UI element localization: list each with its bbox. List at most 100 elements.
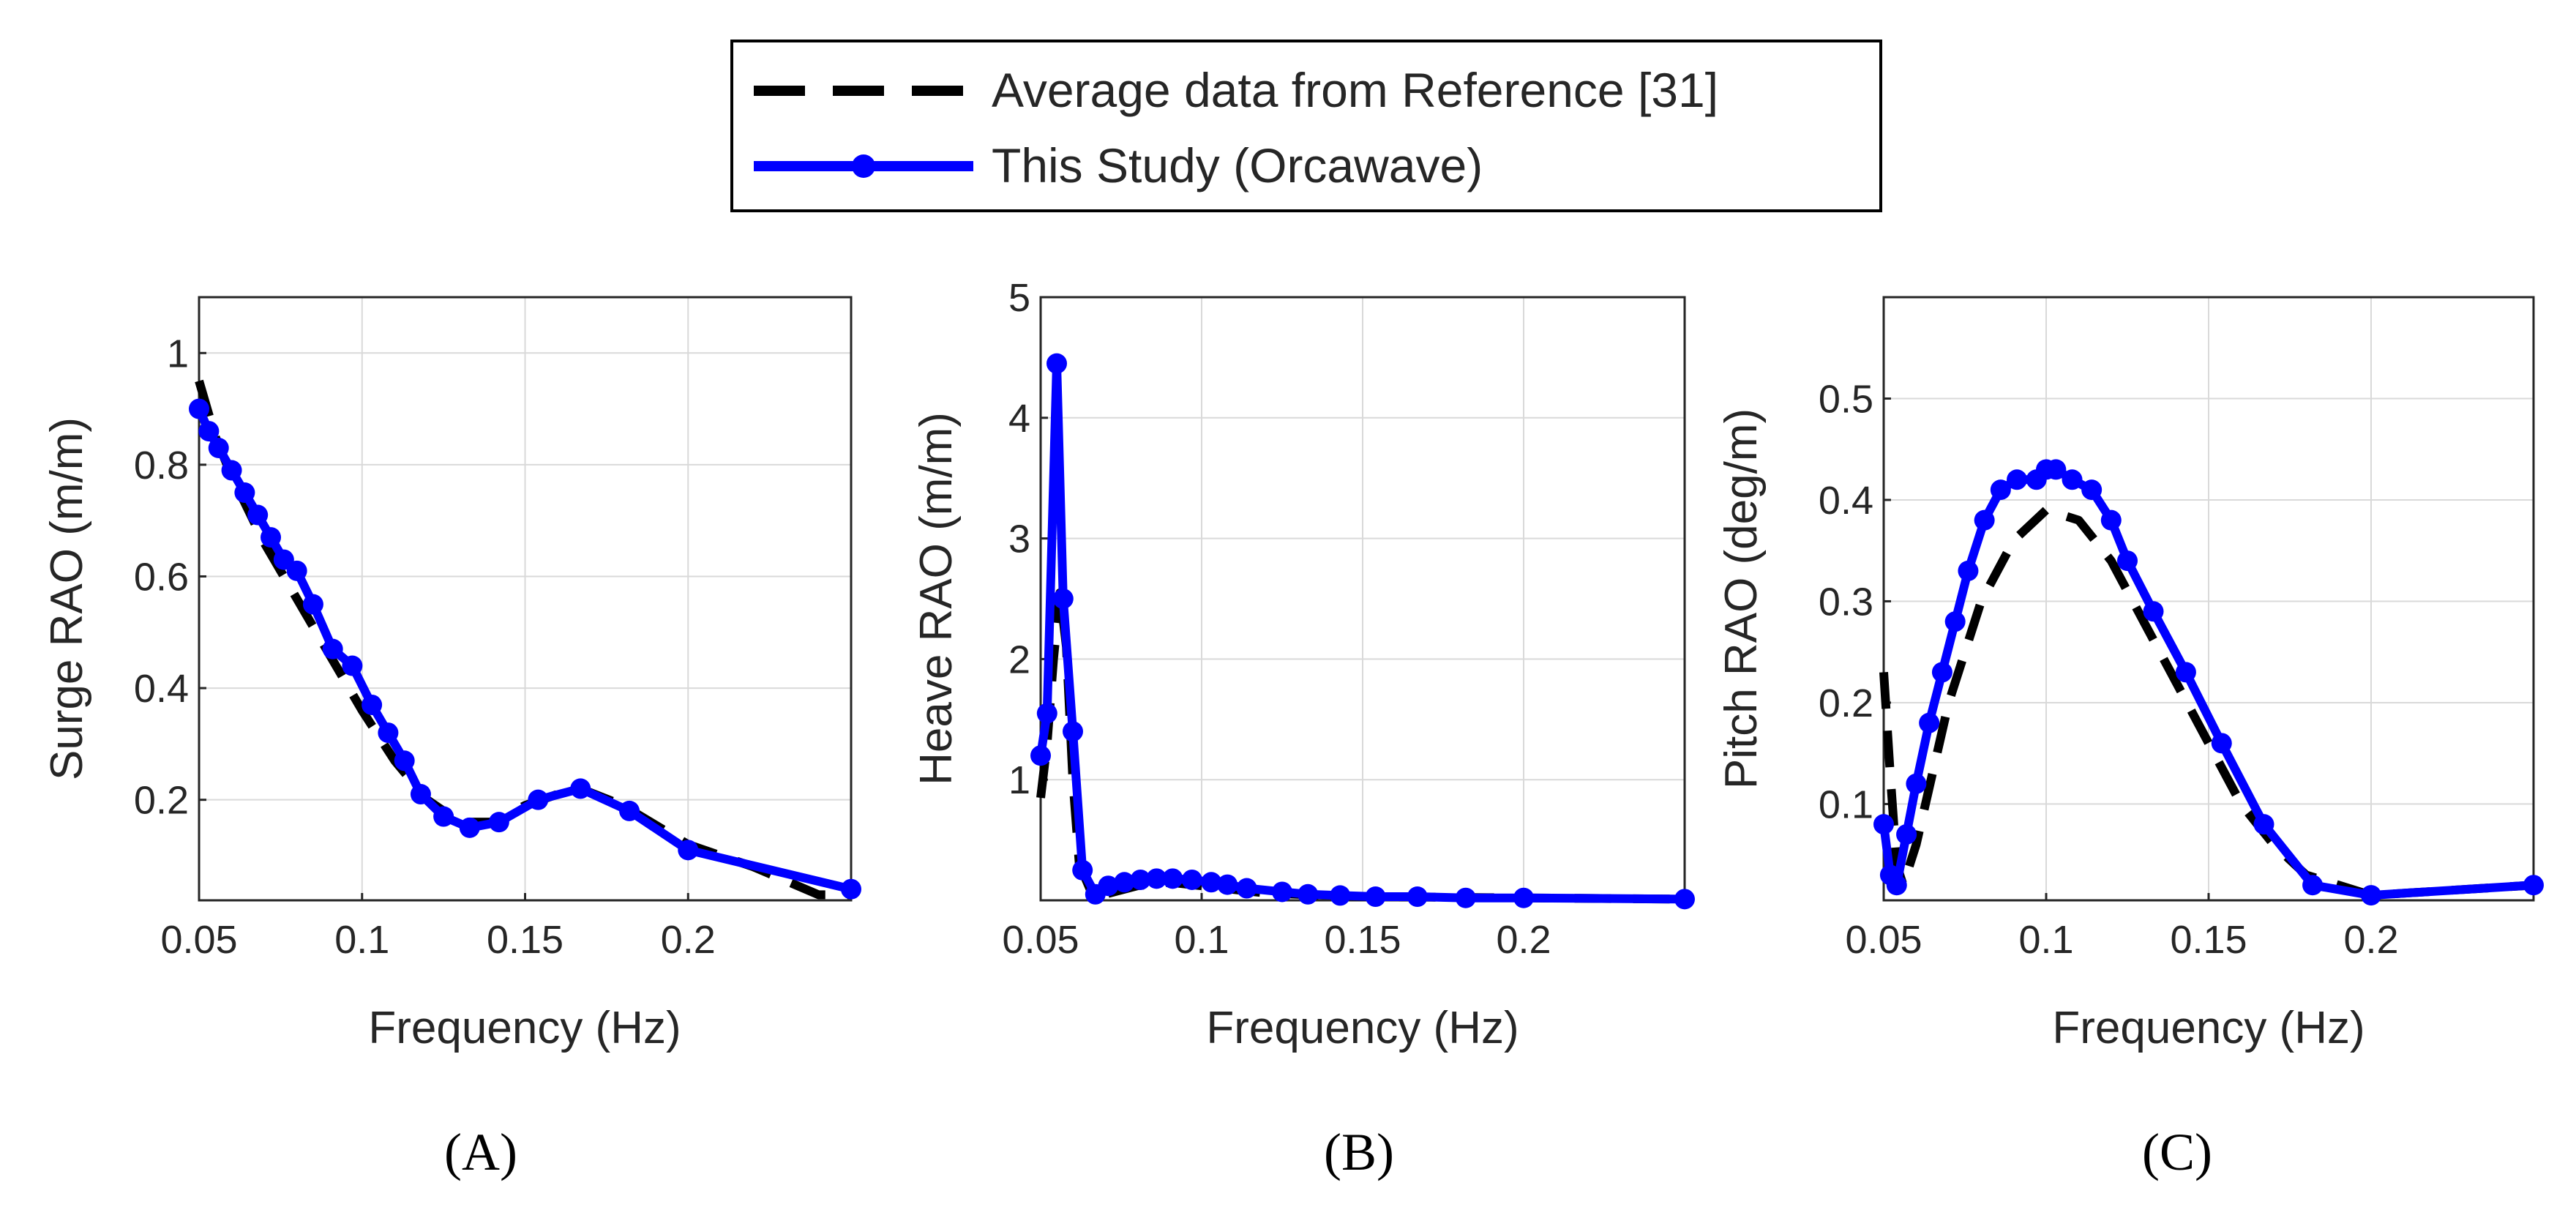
panel-a-ytick-label-2: 0.6 — [134, 555, 189, 599]
panel-b-study-point-12 — [1181, 869, 1202, 890]
panel-a-xtick-label-3: 0.2 — [661, 918, 716, 962]
panel-a-xtick-label-2: 0.15 — [487, 918, 564, 962]
panel-b: 0.05 0.1 0.15 0.2 1 2 3 4 5 Heave RAO (m/m) Freq… — [911, 276, 1695, 1181]
panel-a-study-point-4 — [234, 482, 255, 504]
panel-c-study-point-6 — [1931, 662, 1952, 683]
panel-c-study-point-14 — [2045, 459, 2067, 480]
panel-a-study-point-21 — [619, 800, 640, 821]
panel-b-study-point-20 — [1407, 886, 1428, 908]
panel-c-xlabel: Frequency (Hz) — [2052, 1003, 2365, 1053]
panel-c-study-point-11 — [2007, 469, 2028, 490]
panel-b-study-point-8 — [1114, 872, 1135, 893]
panel-a-study-point-0 — [189, 398, 209, 419]
panel-b-ytick-label-3: 4 — [1008, 397, 1030, 441]
panel-c-label: (C) — [2142, 1123, 2212, 1181]
panel-a-study-point-19 — [528, 789, 549, 810]
panel-a-study-point-11 — [342, 655, 363, 676]
panel-c-study-point-18 — [2117, 550, 2138, 572]
panel-c-study-point-16 — [2081, 479, 2103, 501]
panel-a-label: (A) — [444, 1123, 517, 1181]
panel-a-study-point-10 — [322, 638, 343, 660]
panel-c-xtick-label-3: 0.2 — [2343, 918, 2398, 962]
panel-c-xtick-label-1: 0.1 — [2018, 918, 2073, 962]
panel-c-study-point-25 — [2523, 875, 2544, 896]
panel-a-study-point-13 — [378, 722, 399, 744]
panel-b-study-point-7 — [1098, 875, 1119, 897]
panel-a-xtick-label-1: 0.1 — [334, 918, 389, 962]
panel-b-study-point-16 — [1272, 881, 1292, 903]
panel-c-study-point-3 — [1896, 823, 1917, 845]
panel-c-ylabel: Pitch RAO (deg/m) — [1716, 408, 1767, 789]
panel-a-study-point-2 — [208, 438, 229, 458]
panel-b-xtick-label-0: 0.05 — [1002, 918, 1079, 962]
panel-a-study-point-9 — [302, 594, 323, 615]
panel-b-study-point-9 — [1130, 869, 1151, 890]
panel-b-study-point-10 — [1146, 868, 1167, 889]
panel-a-study-point-17 — [459, 817, 480, 838]
panel-c-study-point-5 — [1919, 712, 1940, 733]
panel-c-study-point-9 — [1974, 509, 1995, 531]
panel-c-study-point-23 — [2302, 875, 2324, 896]
panel-b-ytick-label-0: 1 — [1008, 758, 1030, 802]
panel-a-study-point-1 — [198, 421, 220, 442]
panel-c-ytick-label-1: 0.2 — [1819, 681, 1873, 725]
panel-a-ytick-label-4: 1 — [167, 332, 189, 376]
panel-c-reference-line — [1879, 505, 2534, 900]
legend-entry-reference: Average data from Reference [31] — [992, 63, 1718, 117]
panel-a-study-point-18 — [488, 812, 509, 833]
panel-b-study-point-14 — [1217, 874, 1238, 895]
panel-b-study-point-5 — [1072, 859, 1093, 881]
panel-b-xlabel: Frequency (Hz) — [1206, 1003, 1519, 1053]
panel-b-study-point-22 — [1513, 887, 1534, 908]
panel-c-ytick-label-2: 0.3 — [1819, 580, 1873, 624]
panel-a: 0.05 0.1 0.15 0.2 0.2 0.4 0.6 0.8 1 Surge RAO (m… — [42, 296, 861, 1181]
panel-a-study-point-20 — [570, 778, 591, 799]
legend: Average data from Reference [31] This St… — [730, 40, 1882, 212]
panel-c-study-point-19 — [2143, 601, 2164, 622]
panel-c-study-point-22 — [2253, 814, 2274, 835]
panel-b-study-point-21 — [1455, 887, 1476, 908]
panel-b-xtick-label-1: 0.1 — [1174, 918, 1229, 962]
panel-c-xtick-label-2: 0.15 — [2170, 918, 2247, 962]
panel-c-study-point-2 — [1886, 875, 1907, 896]
panel-b-xtick-label-3: 0.2 — [1496, 918, 1551, 962]
panel-a-study-point-22 — [678, 840, 699, 861]
panel-b-ylabel: Heave RAO (m/m) — [911, 412, 962, 785]
panel-c-study-point-24 — [2361, 885, 2381, 906]
panel-a-xlabel: Frequency (Hz) — [368, 1003, 681, 1053]
panel-a-study-point-16 — [433, 806, 454, 827]
panel-c: 0.05 0.1 0.15 0.2 0.1 0.2 0.3 0.4 0.5 Pitch RAO … — [1716, 296, 2544, 1181]
panel-a-study-point-8 — [286, 560, 307, 581]
panel-b-study-point-3 — [1052, 589, 1074, 609]
panel-c-study-point-4 — [1906, 773, 1927, 794]
panel-c-xtick-label-0: 0.05 — [1845, 918, 1922, 962]
panel-b-study-point-0 — [1030, 745, 1051, 766]
panel-c-study-point-8 — [1958, 560, 1979, 581]
panel-a-study-point-23 — [841, 878, 861, 900]
panel-c-ytick-label-4: 0.5 — [1819, 377, 1873, 421]
panel-c-study-point-10 — [1990, 479, 2011, 501]
panel-a-ylabel: Surge RAO (m/m) — [42, 417, 92, 780]
panel-a-study-point-12 — [362, 694, 383, 715]
legend-marker-swatch — [852, 154, 875, 178]
panel-b-study-point-4 — [1063, 721, 1083, 742]
panel-c-study-point-15 — [2062, 469, 2083, 490]
panel-b-study-point-13 — [1201, 872, 1222, 893]
panel-b-study-point-15 — [1236, 878, 1257, 899]
panel-a-ytick-label-0: 0.2 — [134, 779, 189, 823]
panel-b-study-point-17 — [1298, 883, 1319, 905]
panel-b-label: (B) — [1324, 1123, 1394, 1181]
panel-b-ytick-label-1: 2 — [1008, 638, 1030, 681]
panel-a-study-point-3 — [221, 460, 242, 481]
panel-b-xtick-label-2: 0.15 — [1324, 918, 1401, 962]
panel-c-ytick-label-0: 0.1 — [1819, 782, 1873, 826]
panel-a-ytick-label-1: 0.4 — [134, 667, 189, 711]
panel-b-study-point-2 — [1046, 353, 1067, 374]
panel-a-study-point-5 — [247, 504, 269, 526]
legend-entry-this-study: This Study (Orcawave) — [992, 138, 1483, 193]
legend-box — [730, 40, 1882, 212]
panel-c-study-point-21 — [2211, 733, 2232, 754]
panel-b-ytick-label-2: 3 — [1008, 518, 1030, 561]
panel-b-study-point-23 — [1674, 889, 1695, 910]
